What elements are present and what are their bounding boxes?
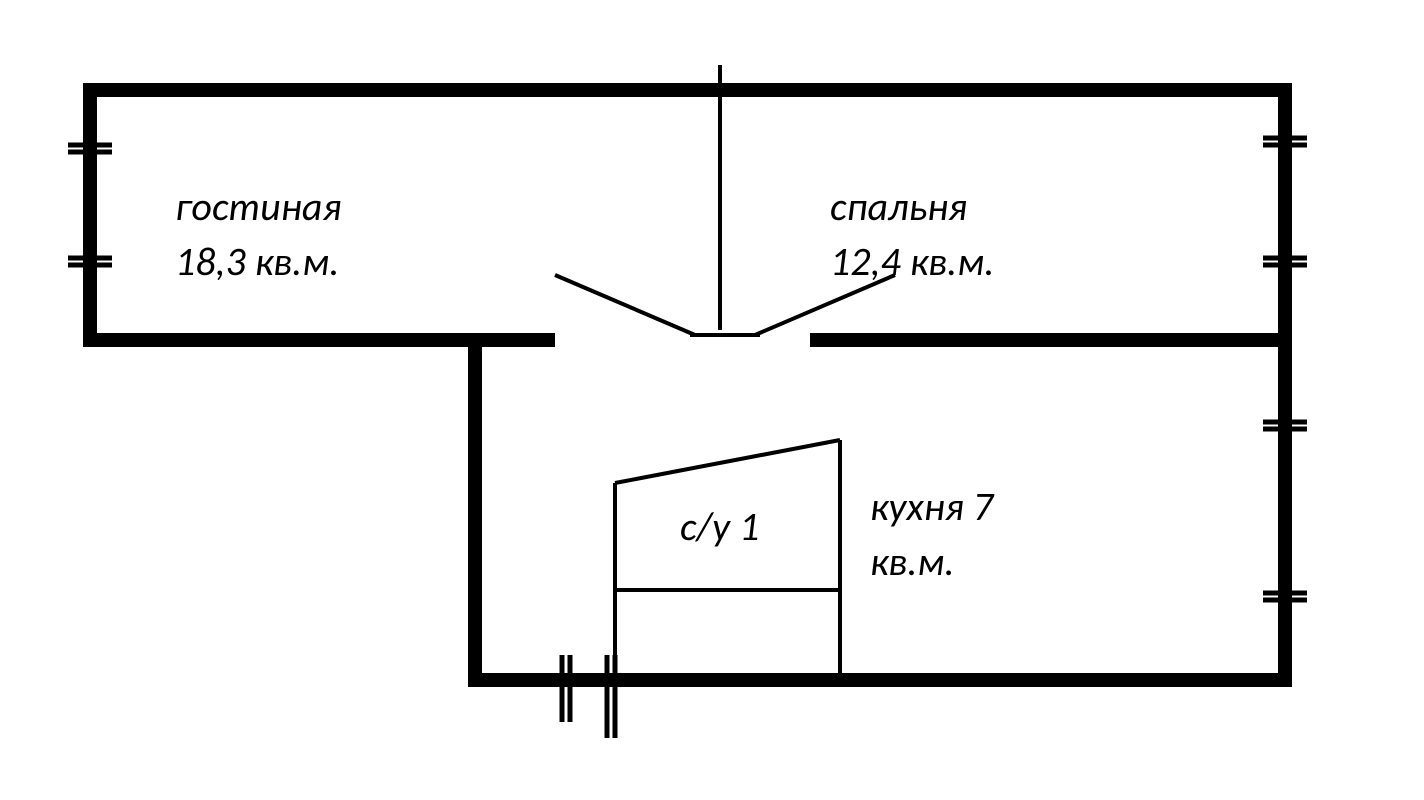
- bedroom-name: спальня: [830, 182, 967, 231]
- bathroom-top: [615, 440, 840, 483]
- kitchen-area: кв.м.: [870, 537, 954, 586]
- bathroom-name: с/у 1: [680, 502, 759, 551]
- bedroom-area: 12,4 кв.м.: [830, 237, 994, 286]
- kitchen-name: кухня 7: [870, 482, 995, 531]
- living-room-name: гостиная: [175, 182, 341, 231]
- door-swing-left: [555, 275, 695, 335]
- floor-plan-diagram: гостиная 18,3 кв.м. спальня 12,4 кв.м. с…: [0, 0, 1424, 800]
- living-room-area: 18,3 кв.м.: [175, 237, 339, 286]
